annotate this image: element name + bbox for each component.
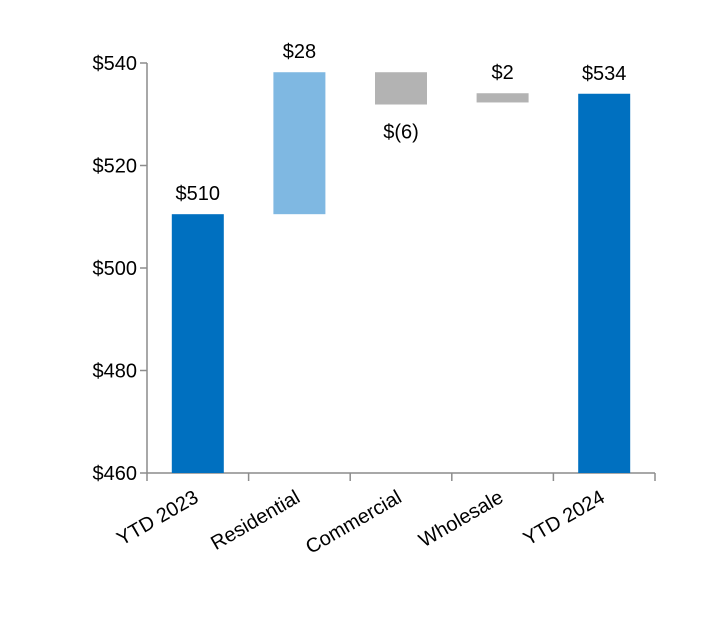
y-tick-label: $520 [93,156,138,178]
data-label: $28 [283,41,316,63]
x-category-label: Commercial [302,486,405,558]
data-labels: $510 $28 $(6) $2 $534 [176,41,627,205]
y-tick-label: $500 [93,258,138,280]
y-tick-label: $460 [93,463,138,485]
x-category-label: Residential [207,486,304,555]
bar-ytd-2023 [171,214,224,473]
data-label: $534 [582,63,627,85]
y-tick-label: $480 [93,361,138,383]
data-label: $(6) [383,122,419,144]
x-category-label: YTD 2024 [520,486,609,550]
y-axis: $460 $480 $500 $520 $540 [93,53,148,485]
x-category-label: YTD 2023 [113,486,202,550]
data-label: $2 [491,62,513,84]
bar-commercial [375,72,427,105]
data-label: $510 [176,183,221,205]
y-tick-label: $540 [93,53,138,75]
bar-wholesale [476,93,529,103]
bar-residential [273,72,326,215]
bar-ytd-2024 [578,93,631,473]
bars [171,72,631,473]
x-category-label: Wholesale [415,486,507,552]
